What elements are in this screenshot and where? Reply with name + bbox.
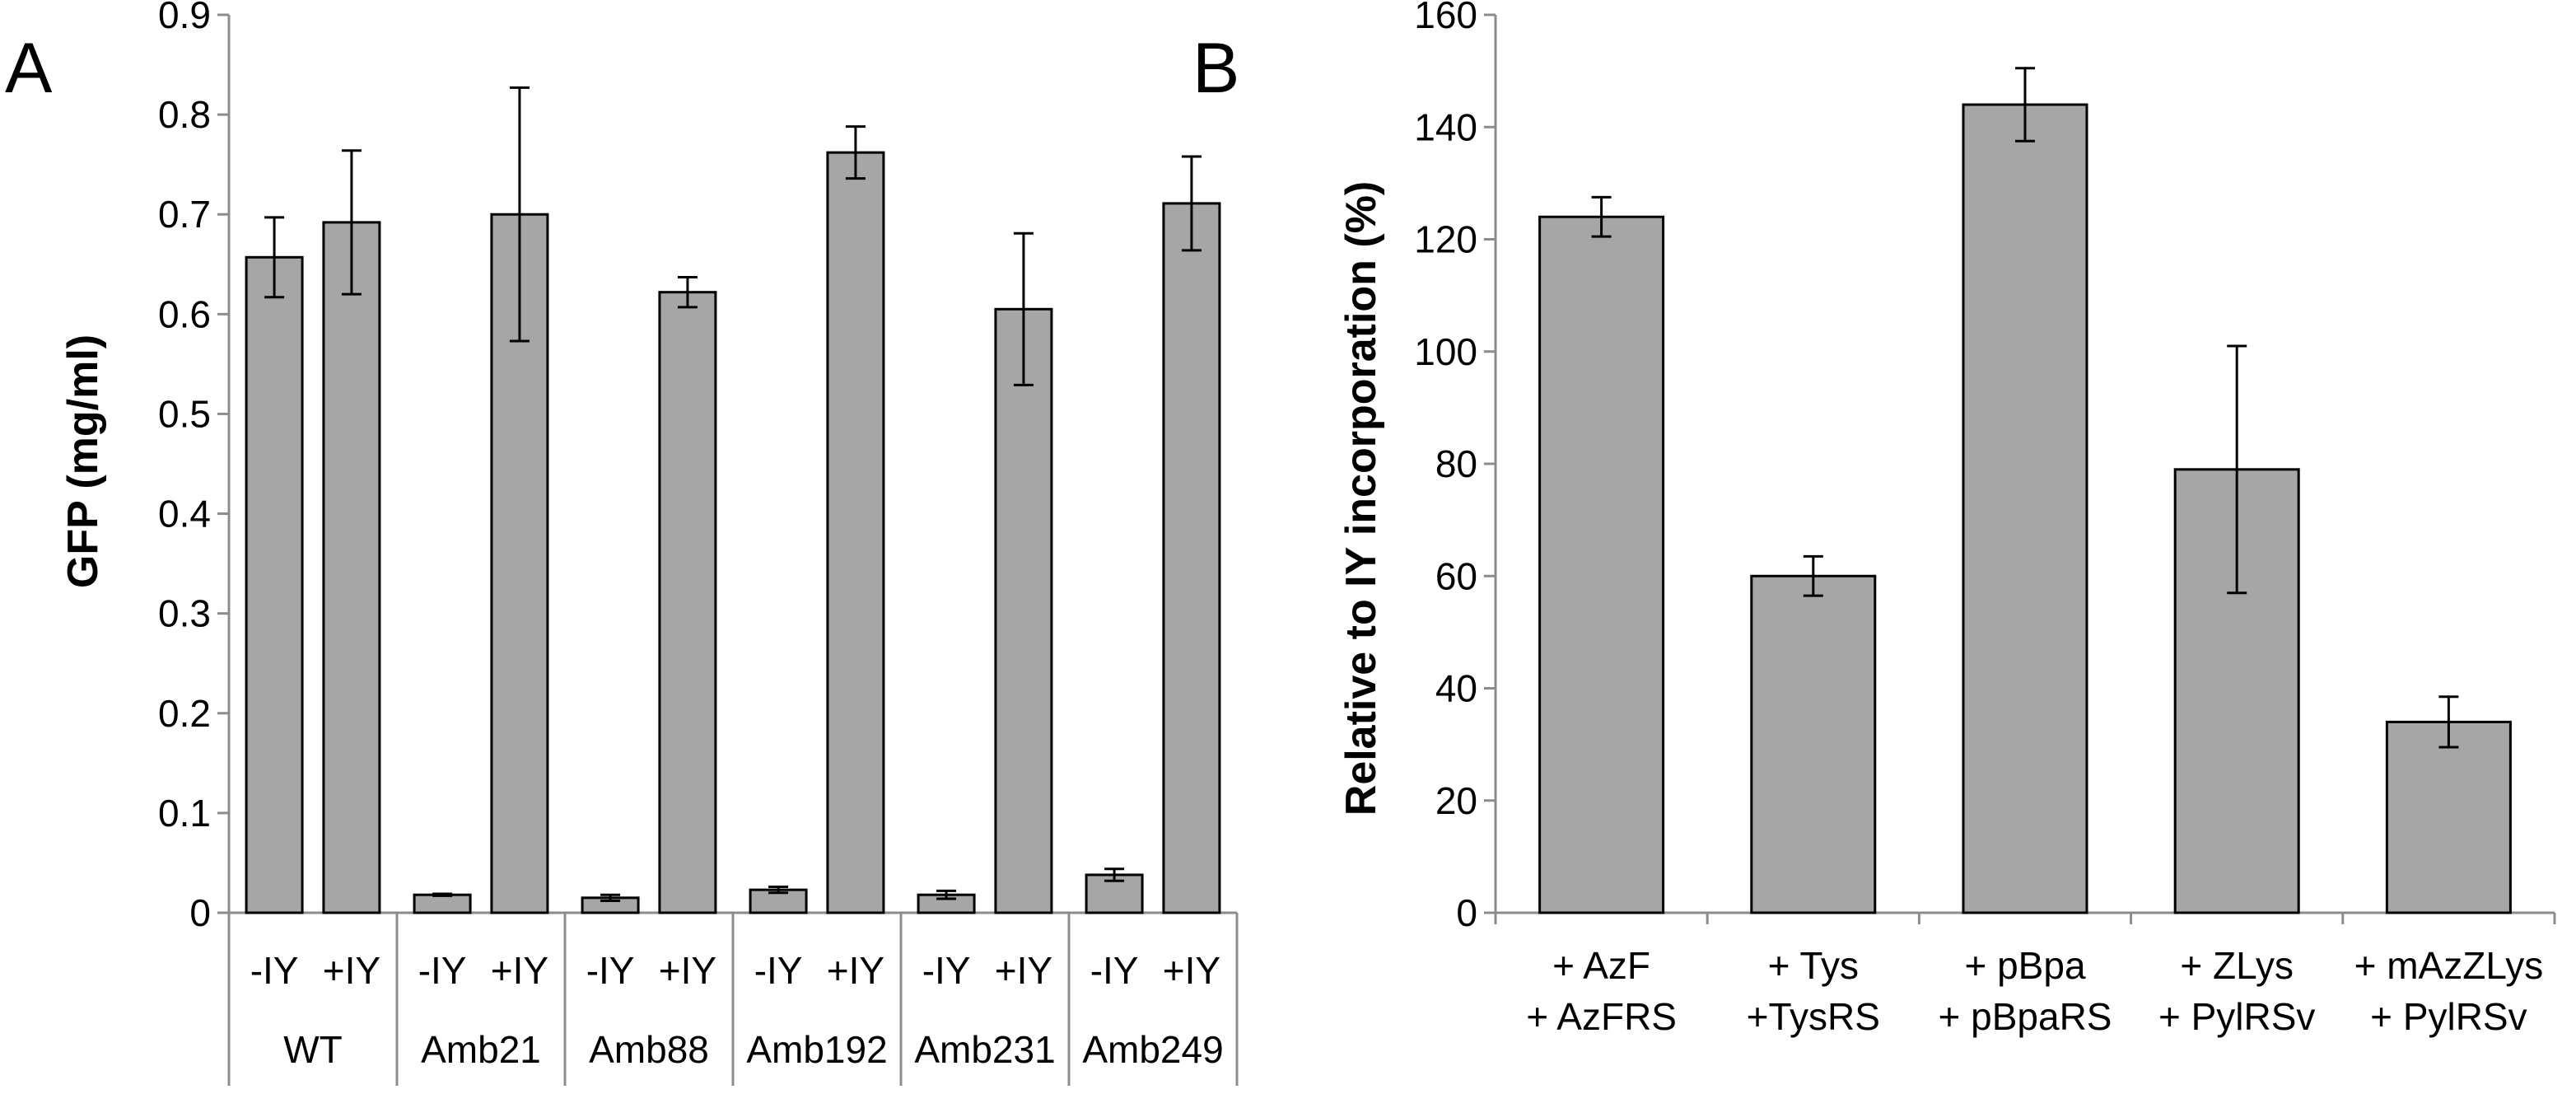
y-tick-label: 100 — [1414, 330, 1477, 373]
x-bar-label: +IY — [1163, 949, 1220, 992]
x-category-label: + pBpa — [1964, 944, 2085, 987]
y-tick-label: 20 — [1435, 779, 1477, 822]
x-bar-label: -IY — [586, 949, 635, 992]
bar — [413, 893, 472, 914]
panel-a-label: A — [5, 29, 53, 108]
y-tick-label: 0 — [189, 891, 211, 934]
y-tick-label: 0 — [1456, 891, 1477, 934]
bar — [322, 221, 381, 914]
bar — [1162, 202, 1221, 914]
y-tick-label: 120 — [1414, 218, 1477, 261]
panel-b-label: B — [1192, 29, 1239, 108]
x-category-label: + AzF — [1552, 944, 1650, 987]
bar — [658, 291, 717, 914]
chart-panel-b: B Relative to IY incorporation (%) 0 20 40… — [1192, 0, 2556, 1038]
bar — [1962, 103, 2088, 914]
y-tick-label: 0.5 — [158, 392, 211, 435]
panel-b-y-axis-label: Relative to IY incorporation (%) — [1337, 181, 1385, 816]
y-tick-label: 80 — [1435, 442, 1477, 485]
x-group-label: Amb192 — [746, 1028, 887, 1071]
x-bar-label: +IY — [491, 949, 548, 992]
bar — [826, 151, 885, 914]
chart-panel-a: A GFP (mg/ml) 0 0.1 0.2 0.3 0.4 0.5 0.6 0.7 0.8 0… — [5, 0, 1239, 1086]
x-group-label: Amb231 — [914, 1028, 1055, 1071]
x-bar-label: -IY — [922, 949, 971, 992]
y-tick-label: 0.9 — [158, 0, 211, 36]
x-category-label: + mAzZLys — [2354, 944, 2544, 987]
y-tick-label: 0.6 — [158, 292, 211, 335]
y-tick-label: 160 — [1414, 0, 1477, 36]
bar — [994, 307, 1053, 914]
x-bar-label: +IY — [995, 949, 1052, 992]
x-category-label: + pBpaRS — [1939, 995, 2112, 1038]
x-category-label: + Tys — [1768, 944, 1859, 987]
x-category-label: + AzFRS — [1526, 995, 1677, 1038]
x-group-label: WT — [283, 1028, 343, 1071]
x-group-label: Amb249 — [1082, 1028, 1223, 1071]
bar — [245, 255, 304, 914]
y-tick-label: 40 — [1435, 667, 1477, 710]
x-category-label: + PylRSv — [2370, 995, 2527, 1038]
x-bar-label: -IY — [1090, 949, 1139, 992]
y-tick-label: 0.8 — [158, 93, 211, 136]
y-tick-label: 0.1 — [158, 792, 211, 835]
y-tick-label: 0.3 — [158, 592, 211, 635]
bar — [2385, 720, 2512, 914]
panel-a-y-axis-label: GFP (mg/ml) — [59, 334, 107, 588]
x-bar-label: +IY — [323, 949, 380, 992]
x-bar-label: -IY — [418, 949, 467, 992]
y-tick-label: 140 — [1414, 105, 1477, 148]
x-bar-label: +IY — [659, 949, 716, 992]
y-tick-label: 60 — [1435, 554, 1477, 597]
y-tick-label: 0.2 — [158, 692, 211, 735]
y-tick-label: 0.7 — [158, 193, 211, 236]
x-group-label: Amb21 — [421, 1028, 541, 1071]
bar — [1538, 215, 1665, 914]
x-category-label: +TysRS — [1747, 995, 1880, 1038]
x-bar-label: -IY — [754, 949, 803, 992]
x-group-label: Amb88 — [589, 1028, 709, 1071]
x-category-label: + PylRSv — [2158, 995, 2315, 1038]
y-tick-label: 0.4 — [158, 493, 211, 535]
x-bar-label: -IY — [250, 949, 299, 992]
bar — [1750, 574, 1877, 914]
x-bar-label: +IY — [827, 949, 884, 992]
x-category-label: + ZLys — [2180, 944, 2294, 987]
